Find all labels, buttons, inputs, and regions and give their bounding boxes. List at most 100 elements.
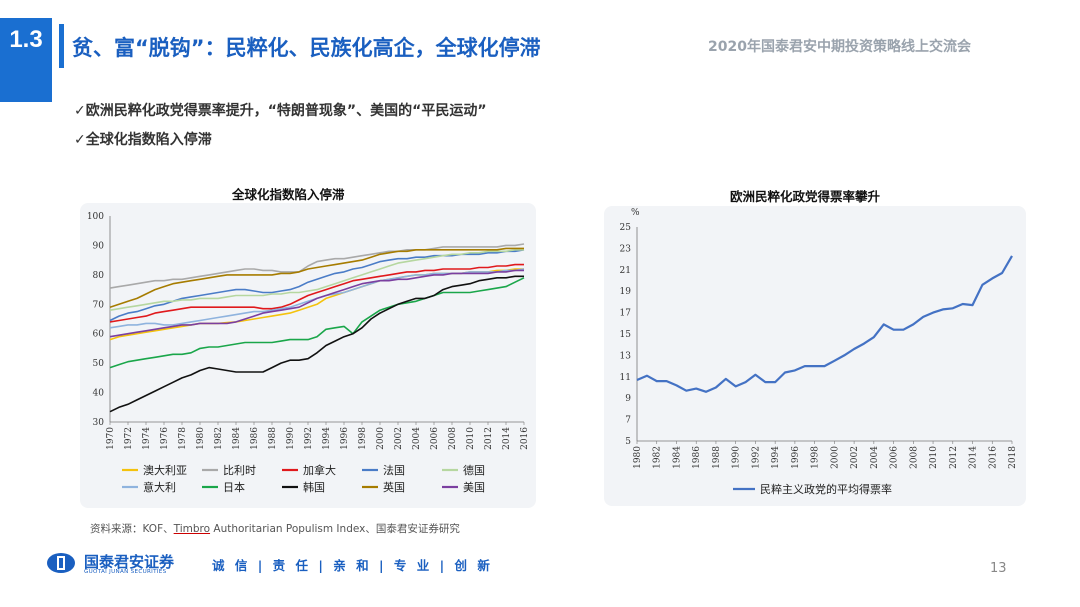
series-line-8 <box>109 275 524 413</box>
x-tick-label: 1982 <box>653 446 663 469</box>
x-tick-label: 1980 <box>633 446 643 469</box>
series-line-10 <box>109 269 524 338</box>
x-tick-label: 2006 <box>890 446 900 469</box>
y-tick-label: 25 <box>620 223 632 233</box>
x-tick-label: 2010 <box>466 427 476 450</box>
y-axis-unit-label: % <box>631 208 640 218</box>
x-tick-label: 2004 <box>870 446 880 469</box>
legend-label: 比利时 <box>223 464 256 477</box>
y-tick-label: 7 <box>625 416 631 426</box>
x-tick-label: 2012 <box>484 427 494 450</box>
x-tick-label: 1998 <box>358 427 368 450</box>
legend-label: 意大利 <box>143 480 176 494</box>
series-line-7 <box>109 277 525 369</box>
series-line-5 <box>109 249 524 311</box>
event-title: 2020年国泰君安中期投资策略线上交流会 <box>708 39 971 55</box>
x-tick-label: 2010 <box>929 446 939 469</box>
x-tick-label: 2002 <box>394 427 404 450</box>
x-tick-label: 2018 <box>1008 446 1018 469</box>
y-tick-label: 90 <box>93 241 105 251</box>
x-tick-label: 1990 <box>286 427 296 450</box>
series-line-4 <box>109 249 525 322</box>
y-tick-label: 17 <box>620 309 632 319</box>
company-slogan: 诚 信 | 责 任 | 亲 和 | 专 业 | 创 新 <box>212 558 493 573</box>
x-tick-label: 1980 <box>196 427 206 450</box>
legend-label: 澳大利亚 <box>143 463 187 477</box>
company-logo-icon <box>47 553 75 573</box>
x-tick-label: 2014 <box>502 427 512 450</box>
x-tick-label: 1970 <box>106 427 116 450</box>
page-number: 13 <box>990 561 1007 576</box>
page-title: 贫、富“脱钩”：民粹化、民族化高企，全球化停滞 <box>72 36 541 60</box>
y-tick-label: 50 <box>93 359 105 369</box>
x-tick-label: 1984 <box>232 427 242 450</box>
x-tick-label: 1992 <box>304 427 314 450</box>
x-tick-label: 1994 <box>322 427 332 450</box>
x-tick-label: 2002 <box>850 446 860 469</box>
x-tick-label: 1988 <box>268 427 278 450</box>
source-note: 资料来源：KOF、Timbro Authoritarian Populism I… <box>90 521 460 536</box>
x-tick-label: 1992 <box>751 446 761 469</box>
y-tick-label: 23 <box>620 244 632 254</box>
section-badge <box>0 18 52 102</box>
bullet-globalization: ✓全球化指数陷入停滞 <box>74 132 212 148</box>
x-tick-label: 1990 <box>732 446 742 469</box>
legend-label: 韩国 <box>303 480 325 494</box>
x-tick-label: 2016 <box>520 427 530 450</box>
y-tick-label: 21 <box>620 266 631 276</box>
legend-label: 德国 <box>463 463 485 477</box>
series-line-1 <box>636 255 1013 393</box>
x-tick-label: 1988 <box>712 446 722 469</box>
y-tick-label: 40 <box>93 389 105 399</box>
series-line-3 <box>109 263 524 323</box>
x-tick-label: 1998 <box>811 446 821 469</box>
y-tick-label: 70 <box>93 300 105 310</box>
x-tick-label: 1976 <box>160 427 170 450</box>
y-tick-label: 13 <box>620 351 632 361</box>
y-tick-label: 19 <box>620 287 632 297</box>
y-tick-label: 80 <box>93 271 105 281</box>
populism-chart-title: 欧洲民粹化政党得票率攀升 <box>730 189 881 204</box>
y-tick-label: 9 <box>625 394 631 404</box>
x-tick-label: 1984 <box>672 446 682 469</box>
x-tick-label: 2016 <box>988 446 998 469</box>
y-tick-label: 60 <box>93 330 105 340</box>
x-tick-label: 1972 <box>124 427 134 450</box>
x-tick-label: 1982 <box>214 427 224 450</box>
y-tick-label: 15 <box>620 330 632 340</box>
y-tick-label: 11 <box>620 373 631 383</box>
x-tick-label: 1994 <box>771 446 781 469</box>
x-tick-label: 1978 <box>178 427 188 450</box>
x-tick-label: 2008 <box>909 446 919 469</box>
x-tick-label: 2006 <box>430 427 440 450</box>
populism-chart-panel <box>604 206 1026 506</box>
x-tick-label: 2000 <box>830 446 840 469</box>
x-tick-label: 1996 <box>791 446 801 469</box>
x-tick-label: 1974 <box>142 427 152 450</box>
legend-label: 法国 <box>383 463 405 477</box>
x-tick-label: 2004 <box>412 427 422 450</box>
company-name: 国泰君安证券 <box>84 553 175 571</box>
y-tick-label: 5 <box>625 437 631 447</box>
x-tick-label: 1986 <box>250 427 260 450</box>
x-tick-label: 2014 <box>969 446 979 469</box>
x-tick-label: 1986 <box>692 446 702 469</box>
globalization-chart-title: 全球化指数陷入停滞 <box>232 187 345 202</box>
legend-label: 美国 <box>463 481 485 494</box>
x-tick-label: 2012 <box>949 446 959 469</box>
series-line-9 <box>109 247 524 308</box>
y-tick-label: 30 <box>93 418 105 428</box>
legend-label: 日本 <box>223 480 245 494</box>
x-tick-label: 2008 <box>448 427 458 450</box>
legend-label: 加拿大 <box>303 463 336 477</box>
x-tick-label: 1996 <box>340 427 350 450</box>
company-name-en: GUOTAI JUNAN SECURITIES <box>84 569 167 575</box>
section-number: 1.3 <box>9 26 43 53</box>
source-suffix: Authoritarian Populism Index、国泰君安证券研究 <box>210 523 460 535</box>
x-tick-label: 2000 <box>376 427 386 450</box>
series-line-2 <box>109 243 525 289</box>
y-tick-label: 100 <box>87 212 104 222</box>
bullet-populism: ✓欧洲民粹化政党得票率提升，“特朗普现象”、美国的“平民运动” <box>74 103 487 119</box>
source-underlined: Timbro <box>173 523 211 535</box>
